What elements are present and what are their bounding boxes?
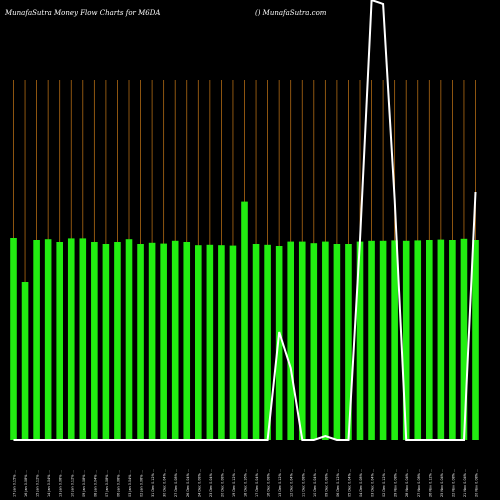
bar (241, 201, 248, 440)
bar (379, 240, 387, 440)
x-tick-label: 29 Nov 0.08% ... (394, 469, 398, 497)
bar (33, 240, 40, 440)
bar (345, 244, 352, 440)
x-tick-label: 04 Dec 0.08% ... (359, 469, 363, 497)
x-tick-label: 25 Nov 0.04% ... (440, 469, 444, 497)
bar (67, 238, 75, 440)
x-tick-label: 26 Nov 0.12% ... (428, 469, 432, 497)
x-tick-label: 22 Nov 0.08% ... (451, 469, 455, 497)
bar (218, 245, 225, 440)
x-tick-label: 09 Jan 0.08% ... (82, 470, 86, 497)
bar (287, 241, 294, 440)
bar (91, 242, 98, 440)
money-flow-line (13, 0, 477, 441)
bar (368, 240, 375, 440)
x-tick-label: 28 Nov 0.04% ... (405, 469, 409, 497)
bar (333, 244, 341, 440)
bar (460, 238, 468, 440)
x-tick-label: 20 Nov 0.08% ... (475, 469, 479, 497)
bar (472, 240, 479, 440)
bar (137, 244, 144, 440)
bar (114, 242, 121, 440)
x-tick-label: 18 Dec 0.16% ... (244, 469, 248, 497)
x-tick-label: 16 Jan 0.08% ... (24, 470, 28, 497)
x-tick-label: 07 Jan 0.08% ... (105, 470, 109, 497)
bar (402, 240, 410, 440)
bar (195, 245, 202, 440)
x-tick-label: 09 Dec 0.08% ... (324, 469, 328, 497)
chart-title: MunafaSutra Money Flow Charts for M6DA (5, 9, 161, 17)
x-tick-label: 20 Dec 0.08% ... (220, 469, 224, 497)
bar (252, 244, 260, 440)
x-tick-label: 17 Dec 0.04% ... (255, 469, 259, 497)
bar (322, 241, 329, 440)
x-tick-label: 13 Jan 0.08% ... (59, 470, 63, 497)
bar (10, 238, 17, 440)
x-tick-label: 27 Nov 0.08% ... (417, 469, 421, 497)
x-tick-label: 03 Jan 0.04% ... (128, 470, 132, 497)
bar (391, 240, 398, 440)
bar (21, 282, 29, 440)
bar (298, 241, 306, 440)
bar (356, 241, 364, 440)
bar (148, 242, 156, 440)
bar (310, 243, 318, 440)
bar (160, 243, 167, 440)
x-tick-label: 15 Jan 0.12% ... (36, 470, 40, 497)
x-tick-label: 06 Jan 0.08% ... (116, 470, 120, 497)
x-tick-label: 02 Jan 0.08% ... (140, 470, 144, 497)
x-tick-label: 12 Dec 0.04% ... (290, 469, 294, 497)
bar (102, 244, 110, 440)
bar (414, 240, 422, 440)
x-tick-label: 31 Dec 0.12% ... (151, 469, 155, 497)
x-tick-label: 05 Dec 0.04% ... (347, 469, 351, 497)
bar (171, 240, 179, 440)
x-tick-label: 16 Dec 0.08% ... (267, 469, 271, 497)
bar (449, 240, 456, 440)
bar (183, 242, 191, 440)
x-tick-label: 26 Dec 0.04% ... (186, 469, 190, 497)
x-tick-label: 17 Jan 0.15% ... (13, 470, 17, 497)
bar (426, 240, 433, 440)
x-tick-label: 03 Dec 0.04% ... (371, 469, 375, 497)
x-tick-label: 10 Jan 0.12% ... (70, 470, 74, 497)
bar (79, 238, 87, 440)
x-tick-label: 02 Dec 0.12% ... (382, 469, 386, 497)
x-tick-label: 21 Nov 0.04% ... (463, 469, 467, 497)
x-tick-label: 30 Dec 0.04% ... (163, 469, 167, 497)
x-tick-label: 24 Dec 0.08% ... (197, 469, 201, 497)
bar (437, 239, 445, 440)
x-tick-label: 11 Dec 0.08% ... (301, 469, 305, 497)
x-tick-label: 13 Dec 0.12% ... (278, 469, 282, 497)
bar (44, 239, 52, 440)
site-credit: () MunafaSutra.com (255, 9, 327, 17)
x-tick-label: 19 Dec 0.12% ... (232, 469, 236, 497)
bar (275, 246, 283, 440)
x-tick-label: 14 Jan 0.04% ... (47, 470, 51, 497)
bar (56, 242, 63, 440)
x-tick-label: 08 Jan 0.04% ... (93, 470, 97, 497)
bar (229, 245, 237, 440)
x-tick-label: 27 Dec 0.08% ... (174, 469, 178, 497)
x-tick-label: 10 Dec 0.04% ... (313, 469, 317, 497)
bar (206, 244, 214, 440)
x-tick-label: 06 Dec 0.12% ... (336, 469, 340, 497)
bar (264, 244, 271, 440)
bar (125, 239, 133, 440)
x-tick-label: 23 Dec 0.04% ... (209, 469, 213, 497)
